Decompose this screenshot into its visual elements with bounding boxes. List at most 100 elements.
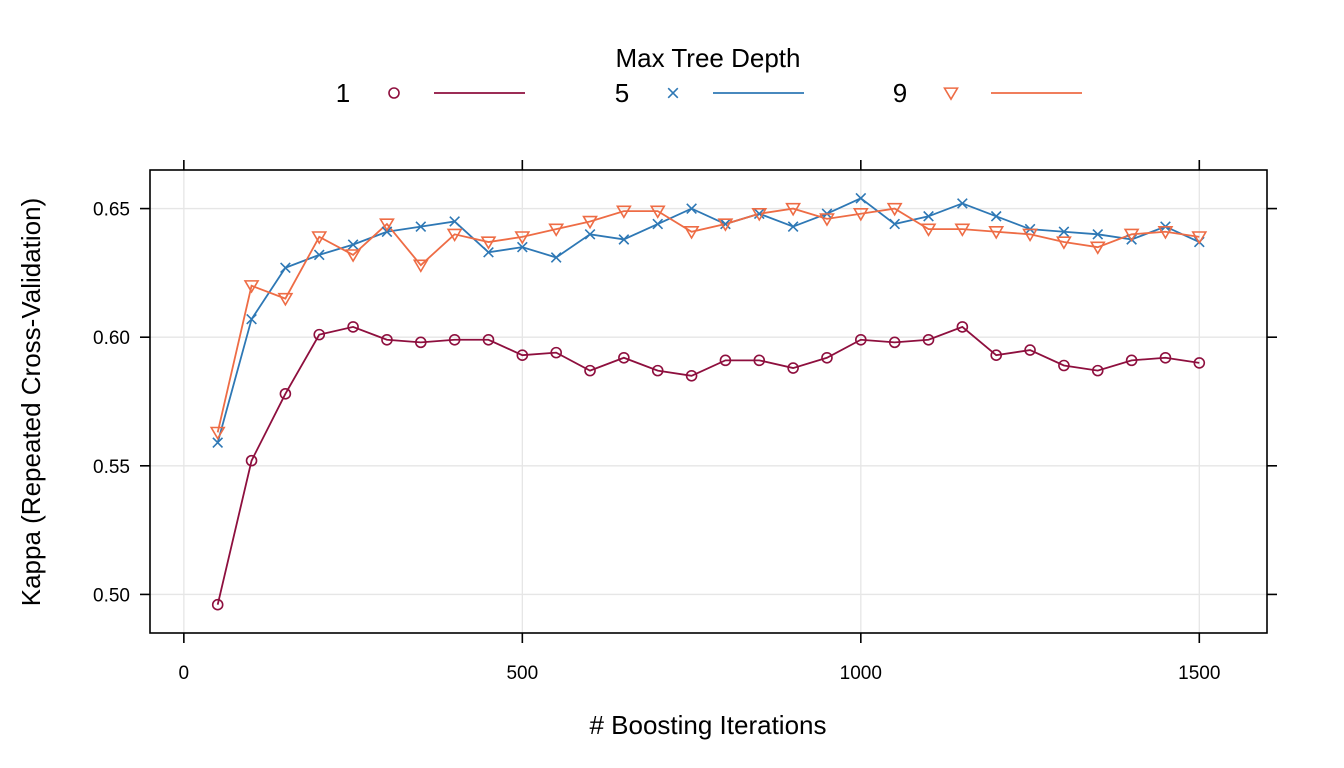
data-point-depth-9 xyxy=(243,280,260,294)
data-point-depth-5 xyxy=(652,218,664,230)
data-point-depth-9 xyxy=(379,218,395,232)
data-point-depth-5 xyxy=(313,249,325,261)
legend-marker-depth-1 xyxy=(388,87,400,99)
data-point-depth-5 xyxy=(686,203,697,214)
data-point-depth-1 xyxy=(211,598,224,611)
data-point-depth-9 xyxy=(954,223,971,237)
data-point-depth-1 xyxy=(990,349,1003,362)
series-line-depth-5 xyxy=(216,197,1200,443)
data-point-depth-9 xyxy=(514,231,531,245)
data-point-depth-9 xyxy=(548,223,565,237)
legend-marker-depth-5 xyxy=(667,87,679,99)
data-point-depth-9 xyxy=(649,205,666,219)
data-point-depth-1 xyxy=(245,454,258,467)
legend-label-depth-9: 9 xyxy=(893,78,907,108)
legend-title: Max Tree Depth xyxy=(616,43,801,73)
data-point-depth-5 xyxy=(212,437,224,449)
data-point-depth-9 xyxy=(683,226,700,240)
data-point-depth-5 xyxy=(889,218,901,230)
legend-label-depth-5: 5 xyxy=(615,78,629,108)
data-point-depth-1 xyxy=(313,328,326,341)
data-point-depth-9 xyxy=(1191,231,1208,245)
data-point-depth-1 xyxy=(855,333,867,346)
data-point-depth-5 xyxy=(449,216,461,227)
data-point-depth-9 xyxy=(1089,241,1106,255)
data-point-depth-9 xyxy=(311,231,328,245)
data-point-depth-5 xyxy=(1092,228,1104,240)
data-point-depth-9 xyxy=(751,208,768,222)
y-tick-label: 0.55 xyxy=(93,457,130,478)
data-point-depth-9 xyxy=(785,202,802,217)
data-point-depth-9 xyxy=(1022,228,1038,243)
data-point-depth-1 xyxy=(685,369,698,382)
data-point-depth-1 xyxy=(381,333,393,346)
data-point-depth-1 xyxy=(1058,359,1070,372)
data-point-depth-5 xyxy=(618,234,630,245)
data-point-depth-5 xyxy=(584,228,596,240)
data-point-depth-9 xyxy=(988,226,1005,240)
data-point-depth-5 xyxy=(280,262,291,274)
x-tick-label: 1000 xyxy=(840,663,882,684)
data-point-depth-1 xyxy=(651,364,664,377)
data-point-depth-1 xyxy=(448,333,461,346)
data-point-depth-1 xyxy=(347,321,359,333)
data-point-depth-1 xyxy=(618,351,630,364)
series-line-depth-9 xyxy=(216,207,1200,433)
data-point-depth-9 xyxy=(412,259,429,273)
data-point-depth-5 xyxy=(720,218,731,230)
axis-ticks xyxy=(140,160,1277,643)
series-lines xyxy=(216,197,1200,605)
series-line-depth-1 xyxy=(216,325,1200,605)
data-point-depth-1 xyxy=(414,336,427,349)
series-points xyxy=(209,192,1208,611)
data-point-depth-1 xyxy=(719,354,732,367)
data-point-depth-9 xyxy=(582,215,598,230)
data-point-depth-5 xyxy=(550,252,562,263)
data-point-depth-1 xyxy=(956,321,969,333)
data-point-depth-1 xyxy=(1125,354,1138,367)
data-point-depth-9 xyxy=(1056,236,1072,250)
data-point-depth-5 xyxy=(415,221,427,232)
data-point-depth-9 xyxy=(1157,226,1174,240)
data-point-depth-5 xyxy=(787,221,799,232)
data-point-depth-1 xyxy=(482,333,495,346)
data-point-depth-1 xyxy=(1193,357,1206,369)
data-point-depth-5 xyxy=(483,246,494,258)
tick-labels: 0 500 1000 1500 0.50 0.55 0.60 0.65 xyxy=(93,200,1220,684)
data-point-depth-5 xyxy=(1058,226,1070,238)
data-point-depth-5 xyxy=(753,208,765,220)
data-point-depth-9 xyxy=(446,228,463,243)
plot-frame xyxy=(149,169,1268,634)
data-point-depth-9 xyxy=(1123,228,1140,243)
data-point-depth-5 xyxy=(990,210,1002,222)
data-point-depth-9 xyxy=(819,213,835,227)
data-point-depth-1 xyxy=(1024,344,1036,356)
y-tick-label: 0.50 xyxy=(93,585,130,606)
x-tick-label: 0 xyxy=(179,663,190,684)
data-point-depth-9 xyxy=(480,236,497,250)
data-point-depth-9 xyxy=(615,205,632,219)
data-point-depth-1 xyxy=(1091,364,1104,377)
data-point-depth-9 xyxy=(886,202,903,217)
data-point-depth-1 xyxy=(1159,351,1172,364)
data-point-depth-1 xyxy=(550,346,562,359)
data-point-depth-1 xyxy=(584,364,596,377)
data-point-depth-5 xyxy=(956,198,968,209)
legend-marker-depth-9 xyxy=(943,87,959,101)
data-point-depth-5 xyxy=(516,241,528,253)
data-point-depth-1 xyxy=(787,362,799,374)
x-tick-label: 500 xyxy=(506,663,538,684)
data-point-depth-1 xyxy=(753,354,766,367)
data-point-depth-5 xyxy=(347,239,359,250)
x-axis-title: # Boosting Iterations xyxy=(589,710,826,740)
legend-label-depth-1: 1 xyxy=(336,78,350,108)
y-tick-label: 0.65 xyxy=(93,200,130,221)
data-point-depth-9 xyxy=(209,426,226,441)
data-point-depth-1 xyxy=(279,387,292,400)
x-tick-label: 1500 xyxy=(1178,663,1220,684)
data-point-depth-9 xyxy=(277,292,294,307)
data-point-depth-5 xyxy=(855,192,867,204)
data-point-depth-9 xyxy=(920,223,937,237)
grid xyxy=(150,170,1267,633)
